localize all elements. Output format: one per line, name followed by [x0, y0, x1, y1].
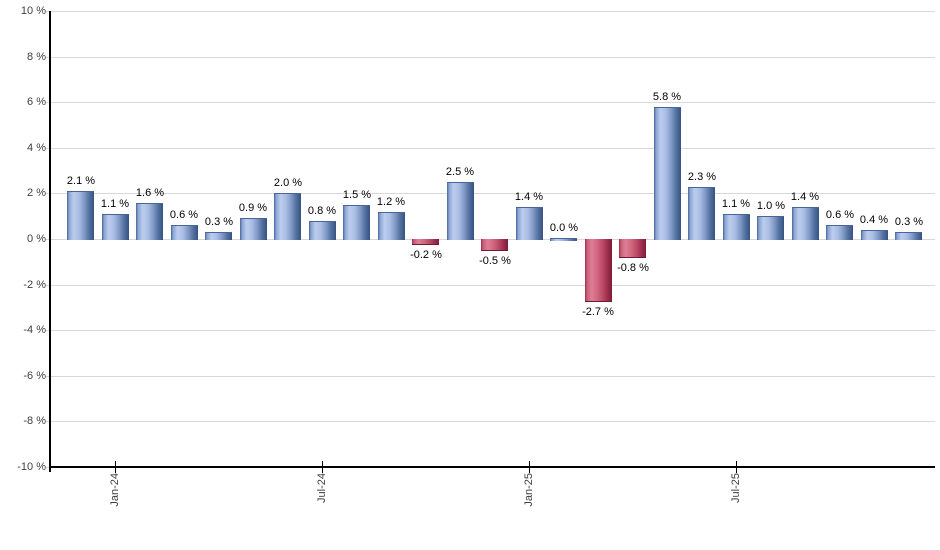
- bar: [309, 221, 336, 240]
- x-tick: [115, 461, 116, 473]
- y-tick-label: -2 %: [23, 279, 46, 291]
- bar-value-label: -0.8 %: [617, 262, 649, 274]
- gridline: [45, 330, 935, 331]
- gridline: [45, 285, 935, 286]
- bar: [895, 232, 922, 240]
- bar: [240, 218, 267, 240]
- bar-value-label: 5.8 %: [652, 91, 682, 103]
- bar-value-label: 2.5 %: [445, 166, 475, 178]
- y-tick-label: -8 %: [23, 415, 46, 427]
- bar: [550, 238, 577, 241]
- bar: [688, 187, 715, 240]
- bar: [171, 225, 198, 240]
- bar-value-label: 0.3 %: [204, 216, 234, 228]
- bar: [205, 232, 232, 240]
- x-tick-label: Jan-25: [523, 473, 535, 507]
- bar-value-label: 0.3 %: [894, 216, 924, 228]
- y-tick-label: 4 %: [27, 142, 46, 154]
- bar-value-label: 2.3 %: [687, 171, 717, 183]
- bar-value-label: 2.1 %: [66, 175, 96, 187]
- bar: [654, 107, 681, 240]
- gridline: [45, 467, 49, 468]
- bar-value-label: 0.6 %: [169, 209, 199, 221]
- x-tick-label: Jan-24: [109, 473, 121, 507]
- bar: [619, 239, 646, 258]
- x-tick: [736, 461, 737, 473]
- bar-value-label: 1.6 %: [135, 187, 165, 199]
- bar-value-label: 1.1 %: [100, 198, 130, 210]
- x-tick: [322, 461, 323, 473]
- bar-value-label: 1.2 %: [376, 196, 406, 208]
- bar: [723, 214, 750, 240]
- bar-value-label: 1.5 %: [342, 189, 372, 201]
- gridline: [45, 193, 935, 194]
- bar: [378, 212, 405, 240]
- gridline: [45, 148, 935, 149]
- bar-value-label: 0.6 %: [825, 209, 855, 221]
- bar-value-label: 2.0 %: [273, 177, 303, 189]
- bar: [412, 239, 439, 245]
- x-tick-label: Jul-25: [730, 473, 742, 503]
- bar-value-label: 1.4 %: [514, 191, 544, 203]
- gridline: [45, 102, 935, 103]
- bar-value-label: 1.4 %: [790, 191, 820, 203]
- bar-value-label: 1.1 %: [721, 198, 751, 210]
- bar-value-label: 0.4 %: [859, 214, 889, 226]
- bar: [861, 230, 888, 240]
- bar: [274, 193, 301, 240]
- bar-value-label: 0.8 %: [307, 205, 337, 217]
- gridline: [45, 421, 935, 422]
- y-tick-label: -4 %: [23, 324, 46, 336]
- y-tick-label: 8 %: [27, 51, 46, 63]
- bar-value-label: 0.0 %: [549, 222, 579, 234]
- bar: [516, 207, 543, 240]
- bar-value-label: 1.0 %: [756, 200, 786, 212]
- x-axis-line: [49, 466, 935, 468]
- bar: [343, 205, 370, 240]
- bar: [757, 216, 784, 240]
- gridline: [45, 11, 935, 12]
- bar: [792, 207, 819, 240]
- x-tick-label: Jul-24: [316, 473, 328, 503]
- y-tick-label: 10 %: [20, 5, 46, 17]
- bar: [136, 203, 163, 240]
- y-tick-label: 2 %: [27, 187, 46, 199]
- y-tick-label: 0 %: [27, 233, 46, 245]
- bar-value-label: -0.5 %: [479, 255, 511, 267]
- bar: [585, 239, 612, 302]
- bar: [481, 239, 508, 251]
- gridline: [45, 376, 935, 377]
- gridline: [45, 57, 935, 58]
- bar-value-label: 0.9 %: [238, 202, 268, 214]
- x-tick: [529, 461, 530, 473]
- y-tick-label: -10 %: [17, 461, 46, 473]
- y-axis-line: [49, 11, 51, 472]
- bar: [826, 225, 853, 240]
- bar: [102, 214, 129, 240]
- bar: [67, 191, 94, 240]
- y-tick-label: -6 %: [23, 370, 46, 382]
- bar-value-label: -2.7 %: [582, 306, 614, 318]
- y-tick-label: 6 %: [27, 96, 46, 108]
- bar: [447, 182, 474, 240]
- bar-value-label: -0.2 %: [410, 249, 442, 261]
